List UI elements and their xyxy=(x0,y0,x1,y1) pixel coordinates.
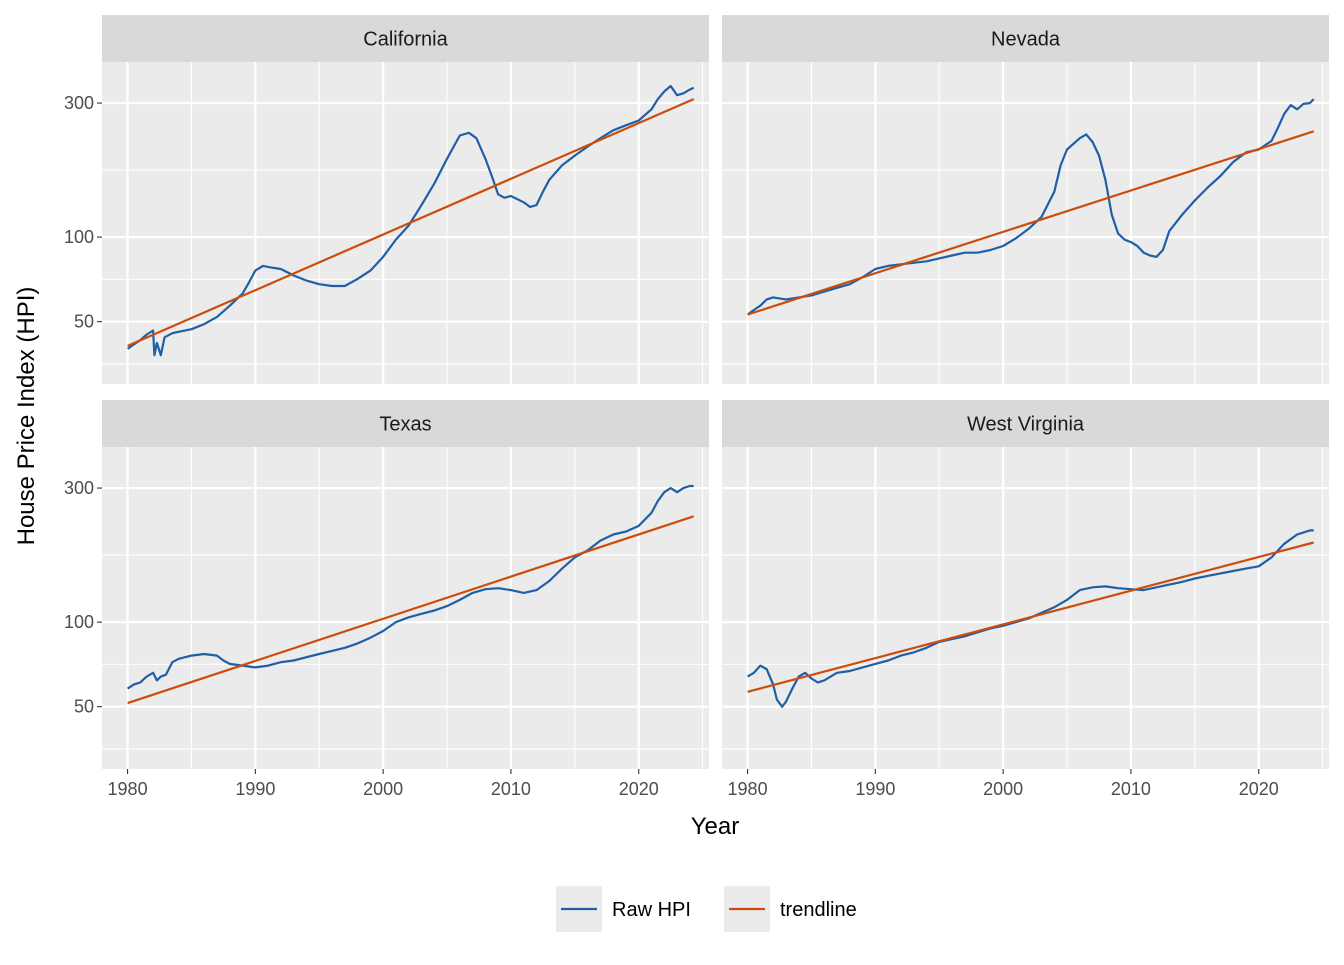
x-tick-label: 2010 xyxy=(1111,779,1151,799)
facet-strip-label-california: California xyxy=(363,29,448,51)
facet-strip-label-west-virginia: West Virginia xyxy=(967,414,1085,436)
y-axis-title: House Price Index (HPI) xyxy=(13,287,40,546)
panel-background-nevada xyxy=(722,62,1329,384)
y-tick-label: 100 xyxy=(64,612,94,632)
y-tick-label: 300 xyxy=(64,93,94,113)
raw-hpi-line-nevada xyxy=(746,98,1315,316)
facet-strip-nevada xyxy=(722,15,1329,62)
x-tick-label: 2020 xyxy=(619,779,659,799)
facet-strip-california xyxy=(102,15,709,62)
x-axis-title: Year xyxy=(691,813,740,840)
facet-panels: California 50 100 300 Nevada Texas 50 100 300 198… xyxy=(64,15,1329,799)
legend: Raw HPI trendline xyxy=(556,886,857,932)
x-tick-label: 2020 xyxy=(1239,779,1279,799)
trendline-west-virginia xyxy=(747,541,1314,693)
x-tick-label: 2010 xyxy=(491,779,531,799)
y-tick-label: 50 xyxy=(74,312,94,332)
x-tick-label: 1980 xyxy=(728,779,768,799)
panel-background-texas xyxy=(102,447,709,769)
facet-strip-label-texas: Texas xyxy=(379,414,431,436)
legend-label-raw-hpi: Raw HPI xyxy=(612,899,691,921)
facet-texas: Texas 50 100 300 1980 1990 2000 2010 2020 xyxy=(64,400,709,799)
facet-strip-texas xyxy=(102,400,709,447)
trendline-nevada xyxy=(747,130,1315,316)
raw-hpi-line-california xyxy=(126,84,695,357)
panel-background-west-virginia xyxy=(722,447,1329,769)
trendline-texas xyxy=(127,515,695,705)
x-tick-label: 1980 xyxy=(108,779,148,799)
legend-label-trendline: trendline xyxy=(780,899,857,921)
x-tick-label: 2000 xyxy=(363,779,403,799)
y-tick-label: 50 xyxy=(74,697,94,717)
x-tick-label: 1990 xyxy=(855,779,895,799)
facet-strip-west-virginia xyxy=(722,400,1329,447)
y-tick-label: 100 xyxy=(64,227,94,247)
panel-background-california xyxy=(102,62,709,384)
facet-west-virginia: West Virginia 1980 1990 2000 2010 2020 xyxy=(722,400,1329,799)
y-tick-label: 300 xyxy=(64,478,94,498)
x-tick-label: 2000 xyxy=(983,779,1023,799)
raw-hpi-line-texas xyxy=(126,484,694,690)
facet-california: California 50 100 300 xyxy=(64,15,709,384)
trendline-california xyxy=(127,98,695,347)
facet-nevada: Nevada xyxy=(722,15,1329,384)
facet-strip-label-nevada: Nevada xyxy=(991,29,1061,51)
x-tick-label: 1990 xyxy=(235,779,275,799)
